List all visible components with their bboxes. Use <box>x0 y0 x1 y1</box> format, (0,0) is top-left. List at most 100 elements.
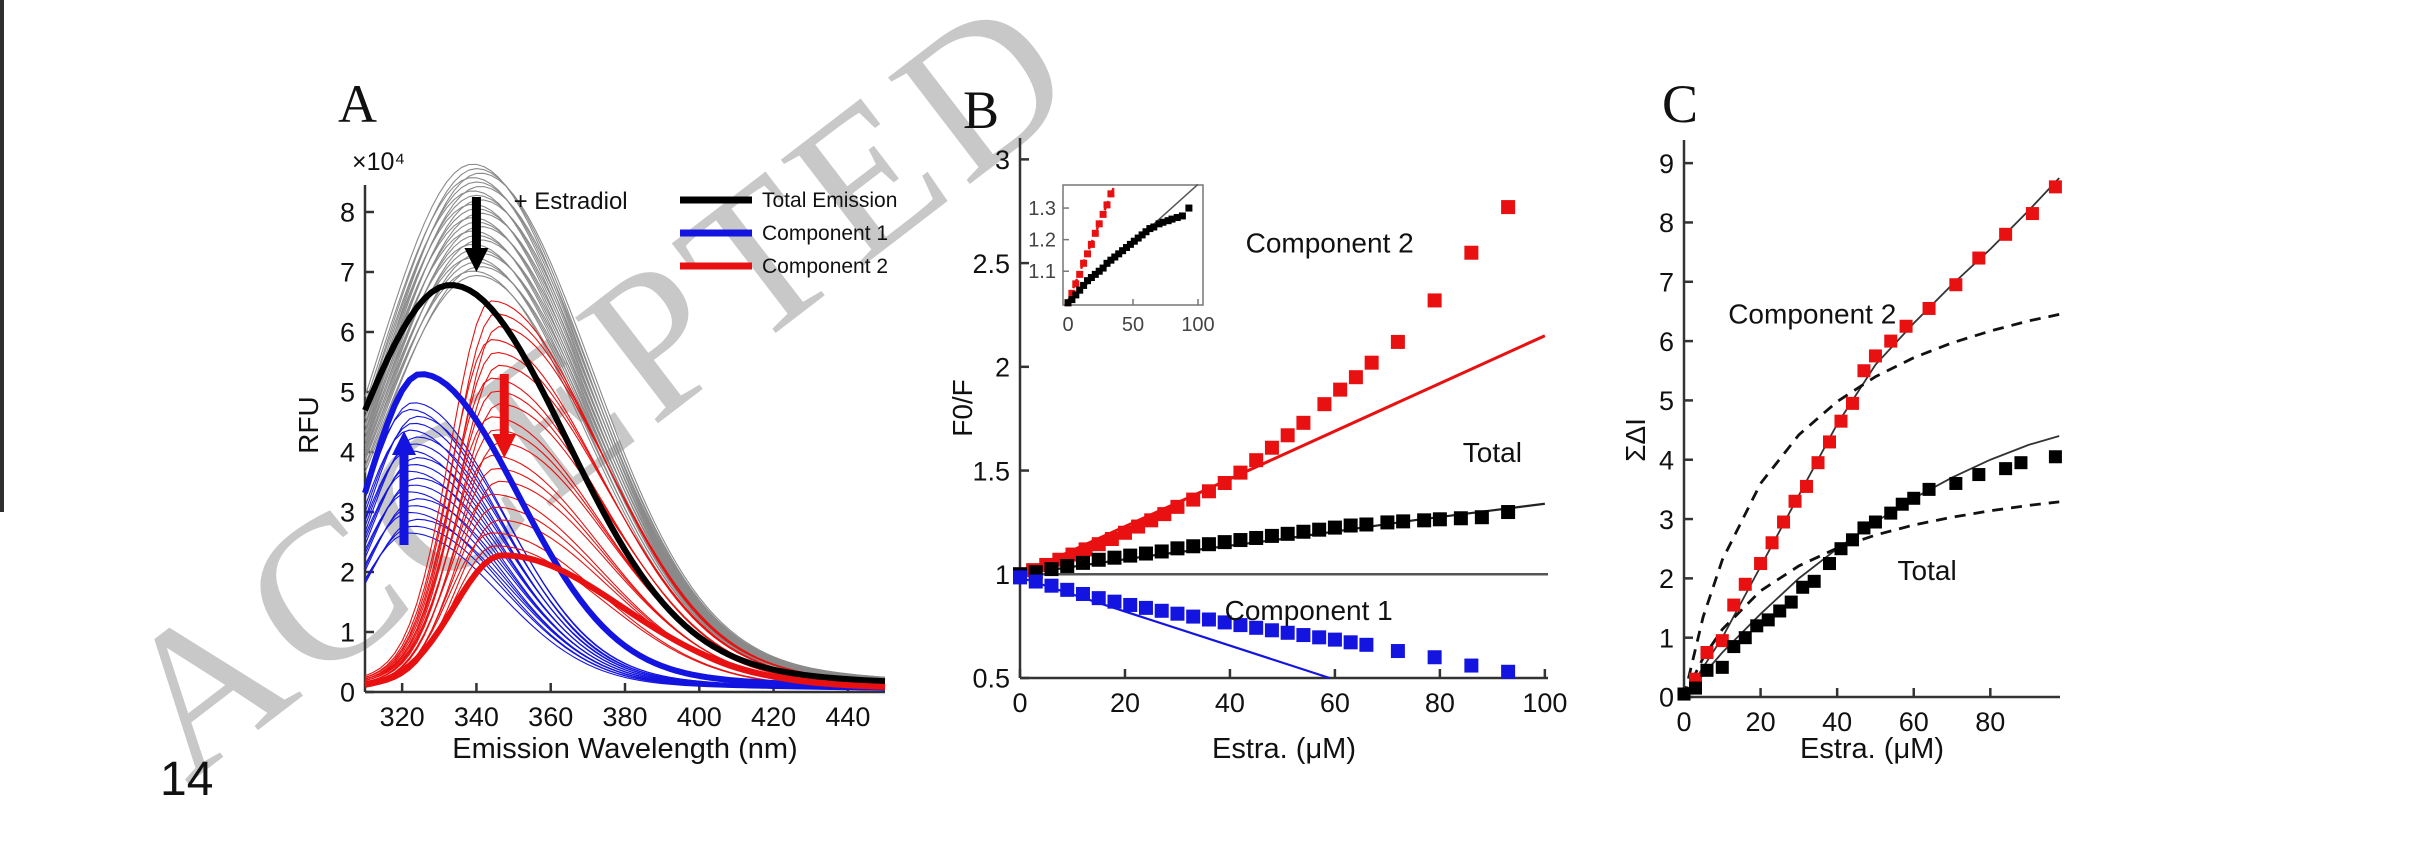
component1-squares-marker <box>1060 582 1075 597</box>
component2-squares-marker <box>1754 557 1768 571</box>
total-dashed-curve <box>1682 500 2060 698</box>
x-tick-label: 80 <box>1975 707 2005 737</box>
inset-component2-squares-marker <box>1072 280 1080 288</box>
inset-y-tick-label: 1.1 <box>1028 261 1056 283</box>
B-component2-label: Component 2 <box>1246 228 1414 259</box>
y-tick-label: 0 <box>1659 683 1674 713</box>
total-squares-marker <box>1154 544 1169 559</box>
comp2-decrease-arrow-head <box>492 434 517 458</box>
total-fit-line <box>1683 435 2060 698</box>
inset-x-tick-label: 0 <box>1062 314 1073 336</box>
x-tick-label: 320 <box>380 702 425 732</box>
total-squares-marker <box>1138 546 1153 561</box>
component2-squares-marker <box>1834 414 1848 428</box>
inset-component2-squares-marker <box>1080 259 1088 267</box>
total-squares-marker <box>2014 456 2028 470</box>
component2-squares-marker <box>1186 492 1201 507</box>
component2-squares-marker <box>1800 479 1814 493</box>
y-tick-label: 2 <box>1659 564 1674 594</box>
x-tick-label: 80 <box>1425 688 1455 718</box>
component2-squares-marker <box>1922 301 1936 315</box>
x-tick-label: 60 <box>1320 688 1350 718</box>
total-squares-marker <box>2048 450 2062 464</box>
inset-total-squares-marker <box>1146 225 1154 233</box>
total-squares-marker <box>1796 580 1810 594</box>
component2-squares-marker <box>1280 428 1295 443</box>
component1-squares-marker <box>1044 578 1059 593</box>
y-tick-label: 6 <box>340 318 355 348</box>
y-tick-label: 1.5 <box>972 456 1010 486</box>
total-squares-marker <box>1822 557 1836 571</box>
y-tick-label: 4 <box>1659 445 1674 475</box>
total-squares-marker <box>1834 542 1848 556</box>
legend-label-1: Total Emission <box>762 189 897 212</box>
component2-squares-marker <box>1170 499 1185 514</box>
total-squares-marker <box>1396 514 1411 529</box>
component1-squares-marker <box>1091 591 1106 606</box>
panel-label-B: B <box>963 80 999 140</box>
component1-squares-marker <box>1075 586 1090 601</box>
panel-label-A: A <box>338 74 377 134</box>
inset-total-squares-marker <box>1150 223 1158 231</box>
component2-squares-marker <box>1845 396 1859 410</box>
y-tick-label: 0 <box>340 678 355 708</box>
component2-family-curve <box>364 506 886 688</box>
total-squares-marker <box>1949 476 1963 490</box>
total-squares-marker <box>1715 660 1729 674</box>
total-squares-marker <box>1999 462 2013 476</box>
total-squares-marker <box>1312 522 1327 537</box>
component1-squares-marker <box>1201 612 1216 627</box>
inset-total-squares-marker <box>1115 250 1123 258</box>
total-squares-marker <box>1773 604 1787 618</box>
component1-squares-marker <box>1107 594 1122 609</box>
x-axis-label-B: Estra. (μM) <box>1212 733 1356 765</box>
B-total-label: Total <box>1463 437 1522 468</box>
total-squares-marker <box>1727 640 1741 654</box>
component2-squares-marker <box>1765 536 1779 550</box>
x-tick-label: 440 <box>825 702 870 732</box>
component2-squares-marker <box>1811 456 1825 470</box>
component2-squares-marker <box>1884 334 1898 348</box>
total-squares-marker <box>1972 468 1986 482</box>
y-axis-label-A: RFU <box>293 396 324 454</box>
inset-component2-squares-marker <box>1076 270 1084 278</box>
total-squares-marker <box>1343 518 1358 533</box>
inset-total-squares-marker <box>1107 256 1115 264</box>
total-emission-family-curve <box>364 252 886 681</box>
component1-squares-marker <box>1233 618 1248 633</box>
inset-total-squares-marker <box>1173 214 1181 222</box>
x-tick-label: 40 <box>1822 707 1852 737</box>
total-squares-marker <box>1417 513 1432 528</box>
component1-squares-marker <box>1123 597 1138 612</box>
total-emission-family-curve <box>364 172 886 678</box>
inset-total-squares-marker <box>1064 299 1072 307</box>
component2-squares-marker <box>1715 634 1729 648</box>
total-emission-final <box>362 282 886 685</box>
component1-squares-marker <box>1138 600 1153 615</box>
total-decrease-arrow-head <box>464 248 489 272</box>
inset-component2-squares-marker <box>1091 229 1099 237</box>
y-tick-label: 9 <box>1659 149 1674 179</box>
total-squares-marker <box>1327 520 1342 535</box>
x-tick-label: 40 <box>1215 688 1245 718</box>
x-tick-label: 20 <box>1746 707 1776 737</box>
component1-squares-marker <box>1217 615 1232 630</box>
y-tick-label: 2 <box>340 558 355 588</box>
inset-total-squares-marker <box>1123 244 1130 252</box>
y-tick-label: 2 <box>995 353 1010 383</box>
component2-squares-marker <box>1777 515 1791 529</box>
component1-squares-marker <box>1170 606 1185 621</box>
C-total-label: Total <box>1898 555 1957 586</box>
total-squares-marker <box>1761 613 1775 627</box>
inset-component2-squares-marker <box>1095 220 1103 228</box>
x-tick-label: 100 <box>1522 688 1567 718</box>
component1-squares-marker <box>1013 570 1027 585</box>
component1-squares-marker <box>1359 637 1374 652</box>
inset-component2-squares-marker <box>1099 210 1107 218</box>
component2-squares-marker <box>1264 440 1279 455</box>
component1-family-curve <box>364 491 886 691</box>
y-tick-label: 3 <box>340 498 355 528</box>
component2-squares-marker <box>2048 180 2062 194</box>
total-squares-marker <box>1700 663 1714 677</box>
total-squares-marker <box>1359 517 1374 532</box>
